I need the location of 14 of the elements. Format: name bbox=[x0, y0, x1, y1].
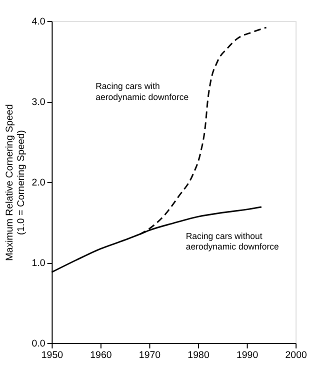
x-tick-label: 2000 bbox=[285, 350, 308, 362]
y-tick-label: 0.0 bbox=[32, 338, 46, 350]
y-tick-label: 4.0 bbox=[32, 16, 46, 28]
x-tick-label: 1960 bbox=[90, 350, 112, 362]
y-axis-title: Maximum Relative Cornering Speed (1.0 = Cornering Speed) bbox=[4, 104, 27, 261]
x-tick-label: 1990 bbox=[236, 350, 259, 362]
annotation: Racing cars without aerodynamic downforce bbox=[186, 230, 280, 252]
annotation: Racing cars with aerodynamic downforce bbox=[96, 81, 189, 102]
x-tick-label: 1980 bbox=[188, 350, 210, 362]
y-tick-label: 2.0 bbox=[32, 177, 46, 188]
x-tick-label: 1950 bbox=[41, 350, 64, 362]
y-tick-label: 3.0 bbox=[32, 96, 46, 108]
y-tick-label: 1.0 bbox=[32, 258, 46, 269]
x-tick-label: 1970 bbox=[138, 350, 162, 362]
